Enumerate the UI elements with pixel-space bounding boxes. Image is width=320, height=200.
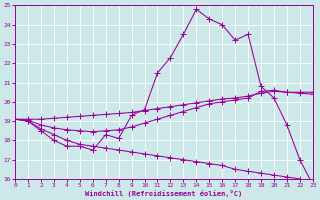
X-axis label: Windchill (Refroidissement éolien,°C): Windchill (Refroidissement éolien,°C) xyxy=(85,190,243,197)
